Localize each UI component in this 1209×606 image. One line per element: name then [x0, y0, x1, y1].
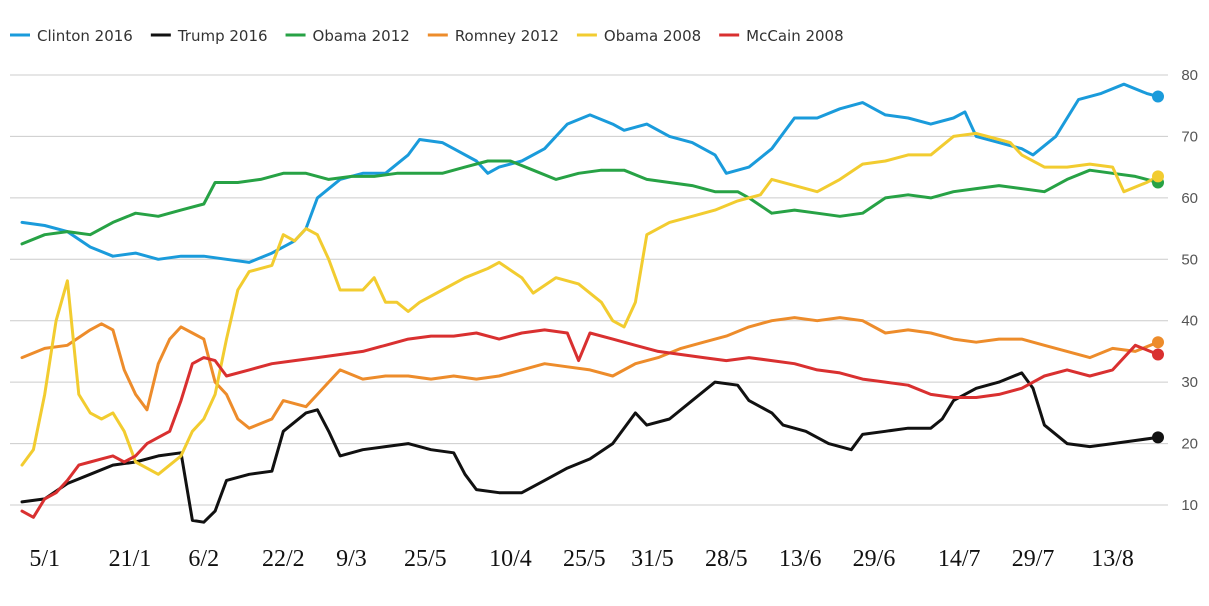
legend-item-obama-2012: Obama 2012	[285, 27, 410, 45]
y-axis: 10 20 30 40 50 60 70 80	[1181, 67, 1198, 514]
y-tick-label: 40	[1181, 313, 1198, 330]
legend-label: Clinton 2016	[37, 27, 133, 45]
y-tick-label: 50	[1181, 251, 1198, 268]
end-marker-trump-2016	[1152, 431, 1164, 444]
series-line-romney-2012	[20, 316, 1160, 430]
x-tick-label: 9/3	[336, 546, 367, 572]
end-marker-romney-2012	[1152, 336, 1164, 349]
legend-item-mccain-2008: McCain 2008	[719, 27, 844, 45]
legend-label: Trump 2016	[177, 27, 268, 45]
legend-label: Romney 2012	[455, 27, 559, 45]
y-tick-label: 20	[1181, 436, 1198, 453]
x-tick-label: 29/7	[1012, 546, 1055, 572]
y-tick-label: 30	[1181, 374, 1198, 391]
x-tick-label: 25/5	[404, 546, 447, 572]
end-marker-clinton-2016	[1152, 90, 1164, 103]
x-tick-label: 6/2	[188, 546, 219, 572]
y-tick-label: 80	[1181, 67, 1198, 84]
y-tick-label: 70	[1181, 128, 1198, 145]
x-tick-label: 14/7	[938, 546, 981, 572]
series-line-obama-2012	[20, 159, 1160, 246]
legend-label: Obama 2008	[604, 27, 701, 45]
x-tick-label: 21/1	[109, 546, 152, 572]
x-tick-label: 29/6	[853, 546, 896, 572]
x-tick-label: 13/8	[1091, 546, 1134, 572]
y-tick-label: 60	[1181, 190, 1198, 207]
legend-item-trump-2016: Trump 2016	[150, 27, 268, 45]
end-marker-obama-2008	[1152, 170, 1164, 183]
plot-area	[20, 82, 1164, 524]
x-tick-label: 28/5	[705, 546, 748, 572]
x-tick-label: 31/5	[631, 546, 674, 572]
chart-legend: Clinton 2016 Trump 2016 Obama 2012 Romney 2…	[10, 27, 844, 45]
x-tick-label: 10/4	[489, 546, 532, 572]
end-marker-mccain-2008	[1152, 348, 1164, 361]
legend-item-romney-2012: Romney 2012	[427, 27, 559, 45]
x-axis: 5/1 21/1 6/2 22/2 9/3 25/5 10/4 25/5 31/5 28/5 13/…	[29, 546, 1134, 572]
legend-item-obama-2008: Obama 2008	[576, 27, 701, 45]
legend-label: McCain 2008	[746, 27, 843, 45]
y-tick-label: 10	[1181, 497, 1198, 514]
x-tick-label: 22/2	[262, 546, 305, 572]
x-tick-label: 25/5	[563, 546, 606, 572]
x-tick-label: 13/6	[779, 546, 822, 572]
series-line-mccain-2008	[20, 328, 1160, 519]
x-tick-label: 5/1	[29, 546, 60, 572]
series-line-clinton-2016	[20, 82, 1160, 264]
legend-item-clinton-2016: Clinton 2016	[10, 27, 133, 45]
legend-label: Obama 2012	[313, 27, 410, 45]
series-line-obama-2008	[20, 131, 1160, 476]
